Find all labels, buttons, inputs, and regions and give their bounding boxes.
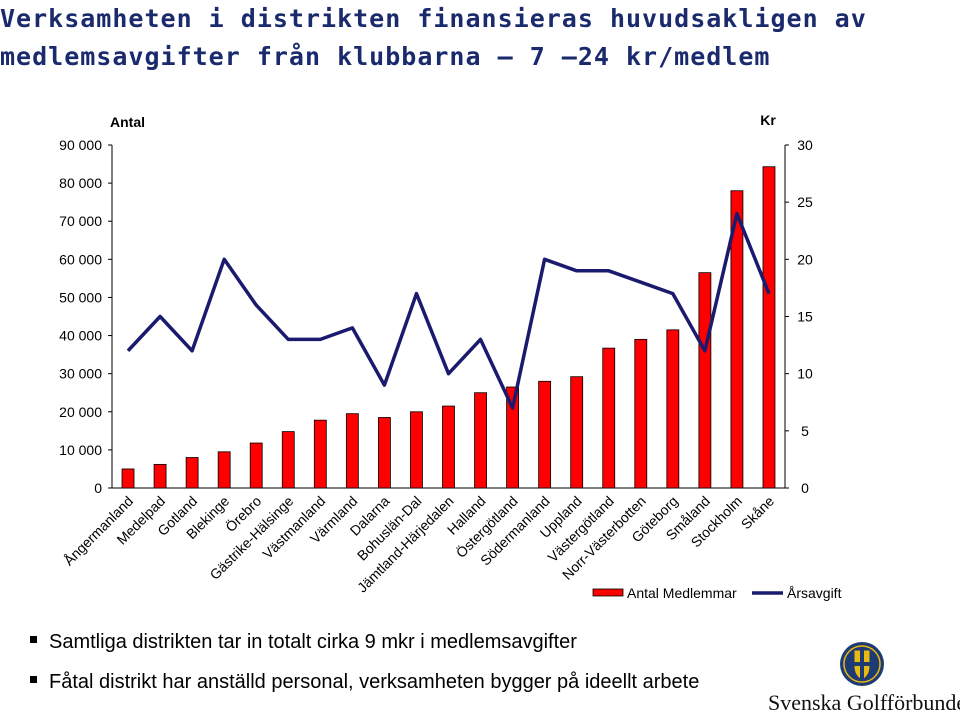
bullet-item: Samtliga distrikten tar in totalt cirka … [30, 622, 699, 662]
bullet-square-icon [30, 676, 37, 684]
right-tick-label: 25 [797, 194, 813, 210]
bar-Västergötland [602, 347, 616, 489]
left-tick-label: 0 [94, 480, 102, 496]
logo-text: Svenska Golfförbundet [768, 690, 960, 715]
bar-Västmanland [313, 419, 327, 489]
federation-logo: Svenska Golfförbundet [768, 640, 960, 715]
right-tick-label: 5 [801, 423, 809, 439]
left-tick-label: 60 000 [59, 251, 102, 267]
golf-crest-icon [840, 642, 884, 686]
left-tick-label: 50 000 [59, 289, 102, 305]
bullet-square-icon [30, 636, 37, 644]
bullet-list: Samtliga distrikten tar in totalt cirka … [30, 622, 699, 702]
right-axis-title: Kr [760, 112, 776, 128]
bar-Medelpad [153, 463, 167, 489]
bullet-text: Fåtal distrikt har anställd personal, ve… [49, 671, 700, 693]
bar-Örebro [249, 442, 263, 489]
bar-Halland [474, 392, 487, 489]
left-tick-label: 10 000 [59, 442, 102, 458]
left-tick-label: 90 000 [59, 137, 102, 153]
bar-Skåne [762, 166, 776, 489]
left-tick-label: 80 000 [59, 175, 102, 191]
page-title: Verksamheten i distrikten finansieras hu… [0, 0, 960, 76]
legend-bar-swatch [592, 588, 624, 597]
bar-Gästrike-Hälsinge [281, 431, 295, 489]
bar-Småland [698, 272, 712, 489]
bar-Östergötland [506, 386, 519, 489]
category-label: Skåne [738, 493, 778, 533]
bar-Värmland [345, 413, 359, 489]
bar-Gotland [185, 457, 199, 489]
bar-Norr-Västerbotten [634, 338, 648, 489]
right-tick-label: 20 [797, 251, 813, 267]
right-tick-label: 15 [797, 309, 813, 325]
bar-Södermanland [538, 380, 552, 489]
legend-bar-label: Antal Medlemmar [627, 585, 737, 601]
left-tick-label: 40 000 [59, 328, 102, 344]
bullet-item: Fåtal distrikt har anställd personal, ve… [30, 662, 699, 702]
left-tick-label: 70 000 [59, 213, 102, 229]
combo-chart: 0 10 000 20 000 30 000 40 000 50 000 60 000 70 … [59, 112, 842, 601]
right-tick-label: 30 [797, 137, 813, 153]
bar-Göteborg [666, 329, 680, 489]
bar-Blekinge [217, 451, 231, 489]
bar-Stockholm [730, 190, 744, 489]
right-tick-label: 0 [801, 480, 809, 496]
bar-Bohuslän-Dal [410, 411, 423, 489]
title-line-1: Verksamheten i distrikten finansieras hu… [0, 4, 867, 33]
left-tick-label: 20 000 [59, 404, 102, 420]
bar-Uppland [570, 376, 584, 489]
right-tick-label: 10 [797, 366, 813, 382]
title-line-2: medlemsavgifter från klubbarna — 7 –24 k… [0, 42, 771, 71]
bar-Jämtland-Härjedalen [442, 405, 455, 489]
left-axis-title: Antal [110, 114, 145, 130]
legend-line-label: Årsavgift [787, 585, 842, 601]
bar-Dalarna [378, 417, 391, 489]
bar-Ångermanland [121, 468, 135, 489]
line-series-arsavgift [126, 211, 771, 410]
left-tick-label: 30 000 [59, 366, 102, 382]
bullet-text: Samtliga distrikten tar in totalt cirka … [49, 631, 577, 653]
